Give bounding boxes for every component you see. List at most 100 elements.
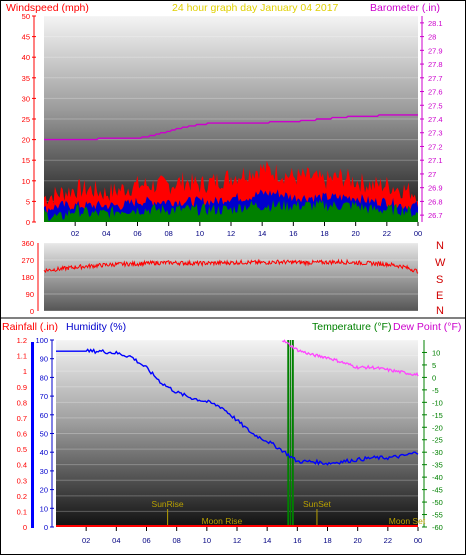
wind-minimum-area: [44, 199, 418, 222]
compass-s: S: [436, 274, 443, 286]
humidity-x-tick-label: 18: [323, 536, 331, 545]
humidity-x-tick-label: 14: [263, 536, 271, 545]
wind-tick-label: 45: [22, 33, 30, 42]
barometer-tick-label: 28.1: [428, 19, 443, 28]
wind-x-tick-label: 16: [289, 229, 297, 238]
wind-x-tick-label: 08: [164, 229, 172, 238]
wind-series: [44, 114, 418, 222]
temperature-tick-label: -40: [432, 473, 443, 482]
barometer-tick-label: 26.8: [428, 197, 443, 206]
wind-x-axis: 02 04 06 08 10 12 14 16 18 20 22 00: [71, 222, 422, 238]
astronomy-events: SunRise SunSet Moon Rise Moon Set: [152, 340, 426, 527]
chart-title: 24 hour graph day January 04 2017: [172, 2, 339, 14]
rainfall-tick-label: 0.3: [17, 476, 27, 485]
dewpoint-label: Dew Point (°F): [393, 321, 461, 333]
humidity-x-tick-label: 22: [384, 536, 392, 545]
rainfall-tick-label: 1: [23, 367, 27, 376]
barometer-tick-label: 27.9: [428, 46, 443, 55]
humidity-x-tick-label: 02: [82, 536, 90, 545]
wind-axis: 0 5 10 15 20 25 30 35 40 45 50: [22, 12, 36, 227]
rainfall-tick-label: 0.6: [17, 430, 27, 439]
barometer-line: [44, 114, 418, 141]
compass-w: W: [435, 257, 446, 269]
rainfall-tick-label: 0.8: [17, 398, 27, 407]
sunrise-label: SunRise: [152, 499, 184, 509]
temperature-tick-label: 10: [432, 348, 440, 357]
compass-n-bottom: N: [436, 305, 444, 317]
rainfall-tick-label: 0.7: [17, 414, 27, 423]
temperature-label: Temperature (°F): [312, 321, 391, 333]
temperature-tick-label: -50: [432, 498, 443, 507]
wind-x-tick-label: 12: [227, 229, 235, 238]
wind-grid: [44, 15, 418, 223]
wind-x-tick-label: 06: [133, 229, 141, 238]
temperature-tick-label: -35: [432, 461, 443, 470]
rainfall-tick-label: 1.2: [17, 336, 27, 345]
humidity-x-tick-label: 20: [353, 536, 361, 545]
humidity-tick-label: 30: [40, 467, 48, 476]
wind-tick-label: 20: [22, 136, 30, 145]
humidity-tick-label: 80: [40, 373, 48, 382]
humidity-tick-label: 20: [40, 486, 48, 495]
wind-x-tick-label: 22: [383, 229, 391, 238]
humidity-x-tick-label: 04: [112, 536, 120, 545]
moonset-label: Moon Set: [389, 516, 426, 526]
humidity-x-tick-label: 12: [233, 536, 241, 545]
temperature-axis: 10 5 0 -5 -10 -15 -20 -25 -30 -35 -40 -45 -50 -55 -60: [422, 340, 443, 532]
direction-series: [43, 258, 419, 274]
barometer-tick-label: 26.9: [428, 184, 443, 193]
wind-x-tick-label: 18: [320, 229, 328, 238]
humidity-series: [56, 339, 419, 527]
humidity-x-tick-label: 08: [172, 536, 180, 545]
wind-tick-label: 30: [22, 94, 30, 103]
wind-x-tick-label: 20: [351, 229, 359, 238]
barometer-tick-label: 28: [428, 33, 436, 42]
temperature-tick-label: -55: [432, 511, 443, 520]
barometer-tick-label: 27.5: [428, 101, 443, 110]
rainfall-tick-label: 0.4: [17, 461, 27, 470]
dewpoint-line: [281, 339, 419, 377]
humidity-x-tick-label: 16: [293, 536, 301, 545]
humidity-tick-label: 40: [40, 448, 48, 457]
moonrise-label: Moon Rise: [202, 516, 243, 526]
temperature-tick-label: -30: [432, 448, 443, 457]
humidity-tick-label: 100: [35, 336, 48, 345]
barometer-axis: 26.7 26.8 26.9 27 27.1 27.2 27.3 27.4 27.5 27.6 27…: [420, 16, 443, 222]
rainfall-label: Rainfall (.in): [2, 321, 58, 333]
humidity-x-axis: 02 04 06 08 10 12 14 16 18 20 22 00: [82, 527, 422, 545]
barometer-tick-label: 26.7: [428, 211, 443, 220]
wind-x-tick-label: 10: [196, 229, 204, 238]
rainfall-tick-label: 0.5: [17, 445, 27, 454]
humidity-plot-area: [56, 340, 418, 527]
direction-plot-area: [44, 243, 418, 311]
wind-tick-label: 50: [22, 12, 30, 21]
barometer-tick-label: 27.7: [428, 74, 443, 83]
direction-axis: 0 90 180 270 360: [21, 239, 39, 316]
rainfall-tick-label: 1.1: [17, 352, 27, 361]
barometer-tick-label: 27.8: [428, 60, 443, 69]
windspeed-label: Windspeed (mph): [6, 2, 89, 14]
wind-tick-label: 15: [22, 156, 30, 165]
compass-n-top: N: [436, 240, 444, 252]
direction-grid: [44, 242, 418, 312]
temperature-tick-label: -60: [432, 523, 443, 532]
wind-x-tick-label: 14: [258, 229, 266, 238]
temperature-tick-label: -45: [432, 486, 443, 495]
temperature-tick-label: -5: [432, 386, 439, 395]
humidity-tick-label: 70: [40, 392, 48, 401]
compass-labels: N W S E N: [435, 240, 446, 317]
wind-x-tick-label: 04: [102, 229, 110, 238]
rainfall-tick-label: 0.9: [17, 383, 27, 392]
temperature-tick-label: -15: [432, 411, 443, 420]
rainfall-axis: 0 0.1 0.2 0.3 0.4 0.5 0.6 0.7 0.8 0.9 1 1.1 1.2: [17, 336, 27, 532]
humidity-tick-label: 90: [40, 355, 48, 364]
humidity-line: [56, 348, 419, 466]
humidity-tick-label: 0: [44, 523, 48, 532]
wind-x-tick-label: 00: [414, 229, 422, 238]
rain-gauge-bar: [31, 342, 34, 528]
direction-tick-label: 360: [21, 239, 34, 248]
temperature-tick-label: -20: [432, 423, 443, 432]
humidity-label: Humidity (%): [66, 321, 126, 333]
rainfall-tick-label: 0: [23, 523, 27, 532]
